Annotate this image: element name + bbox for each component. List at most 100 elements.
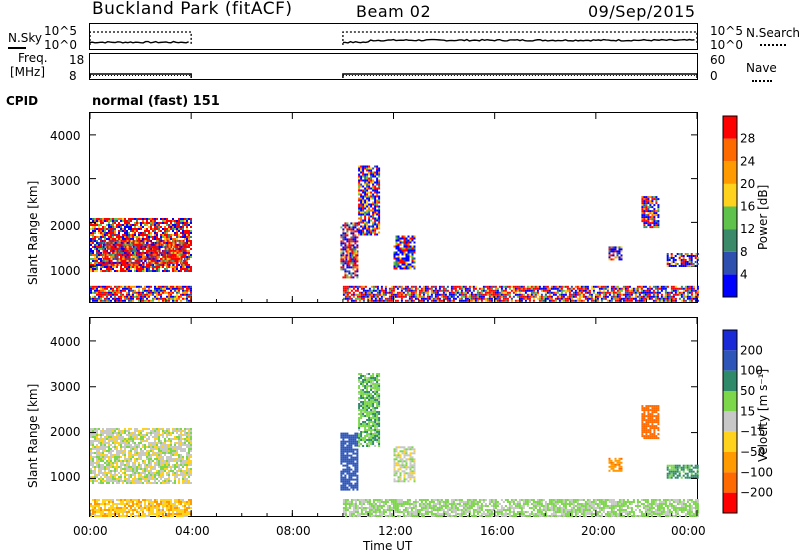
velocity-cell — [140, 452, 142, 454]
power-cell — [128, 222, 130, 224]
power-cell — [134, 289, 136, 292]
power-cell — [172, 249, 175, 252]
power-cell — [360, 211, 363, 214]
power-cell — [116, 291, 118, 294]
velocity-cell — [112, 466, 114, 468]
power-cell — [643, 204, 646, 207]
power-cell — [116, 226, 118, 228]
power-cell — [618, 293, 621, 296]
power-cell — [176, 228, 178, 230]
power-cell — [110, 293, 112, 296]
velocity-cell — [158, 452, 160, 454]
power-cell — [411, 245, 414, 248]
velocity-cell — [122, 436, 124, 438]
power-cell — [106, 291, 108, 294]
velocity-cell — [120, 476, 122, 478]
power-cell — [158, 289, 160, 292]
power-cell — [564, 285, 567, 288]
power-cell — [350, 232, 353, 235]
power-cell — [168, 241, 171, 244]
velocity-cell — [160, 450, 162, 452]
power-cell — [528, 289, 531, 292]
power-cell — [376, 299, 379, 302]
power-cell — [498, 297, 501, 300]
power-cell — [120, 285, 122, 288]
power-cell — [516, 289, 519, 292]
power-cell — [150, 226, 152, 228]
velocity-cell — [170, 454, 172, 456]
velocity-cell — [130, 434, 132, 436]
velocity-cell — [112, 432, 114, 434]
power-cell — [144, 230, 146, 232]
power-cell — [464, 287, 467, 290]
power-cell — [538, 297, 541, 300]
power-cell — [122, 261, 125, 264]
power-cell — [156, 238, 158, 240]
power-cell — [112, 249, 115, 252]
power-cell — [340, 260, 343, 263]
power-cell — [92, 230, 94, 232]
power-cell — [655, 214, 658, 217]
power-cell — [590, 295, 593, 298]
power-cell — [366, 173, 369, 176]
power-cell — [504, 295, 507, 298]
power-cell — [390, 291, 393, 294]
power-cell — [154, 218, 156, 220]
power-cell — [624, 295, 627, 298]
power-cell — [446, 297, 449, 300]
power-cell — [400, 289, 403, 292]
power-cell — [358, 179, 361, 182]
velocity-cell — [180, 456, 182, 458]
velocity-cell — [162, 450, 164, 452]
power-cell — [136, 291, 138, 294]
power-cell — [502, 297, 505, 300]
power-cell — [406, 291, 409, 294]
power-cell — [350, 285, 353, 288]
power-cell — [146, 234, 148, 236]
power-cell — [672, 297, 675, 300]
power-cell — [414, 287, 417, 290]
power-cell — [358, 203, 361, 206]
power-cell — [126, 241, 129, 244]
power-cell — [106, 285, 108, 288]
velocity-cell — [98, 458, 100, 460]
power-cell — [494, 297, 497, 300]
power-cell — [138, 299, 140, 302]
power-cell — [538, 285, 541, 288]
velocity-cell — [162, 442, 164, 444]
power-cell — [120, 289, 122, 292]
power-cell — [534, 293, 537, 296]
power-cell — [374, 223, 377, 226]
power-cell — [364, 191, 367, 194]
power-cell — [486, 297, 489, 300]
velocity-cell — [112, 446, 114, 448]
power-cell — [546, 287, 549, 290]
power-cell — [112, 239, 115, 242]
velocity-cell — [166, 464, 168, 466]
power-cell — [376, 219, 379, 222]
power-cell — [124, 241, 127, 244]
power-cell — [92, 250, 94, 252]
power-cell — [132, 228, 134, 230]
velocity-cell — [116, 442, 118, 444]
velocity-cell — [160, 440, 162, 442]
velocity-cell — [166, 478, 168, 480]
power-cell — [344, 268, 347, 271]
power-cell — [606, 285, 609, 288]
power-cell — [342, 289, 345, 292]
power-cell — [126, 226, 128, 228]
power-cell — [360, 213, 363, 216]
velocity-cell — [160, 472, 162, 474]
power-cell — [546, 285, 549, 288]
power-cell — [366, 201, 369, 204]
power-cell — [460, 293, 463, 296]
power-cell — [96, 291, 98, 294]
power-cell — [576, 285, 579, 288]
power-cell — [94, 220, 96, 222]
power-cell — [648, 285, 651, 288]
velocity-cell — [114, 432, 116, 434]
velocity-cell — [112, 462, 114, 464]
velocity-cell — [138, 474, 140, 476]
power-cell — [490, 299, 493, 302]
power-cell — [190, 285, 192, 288]
